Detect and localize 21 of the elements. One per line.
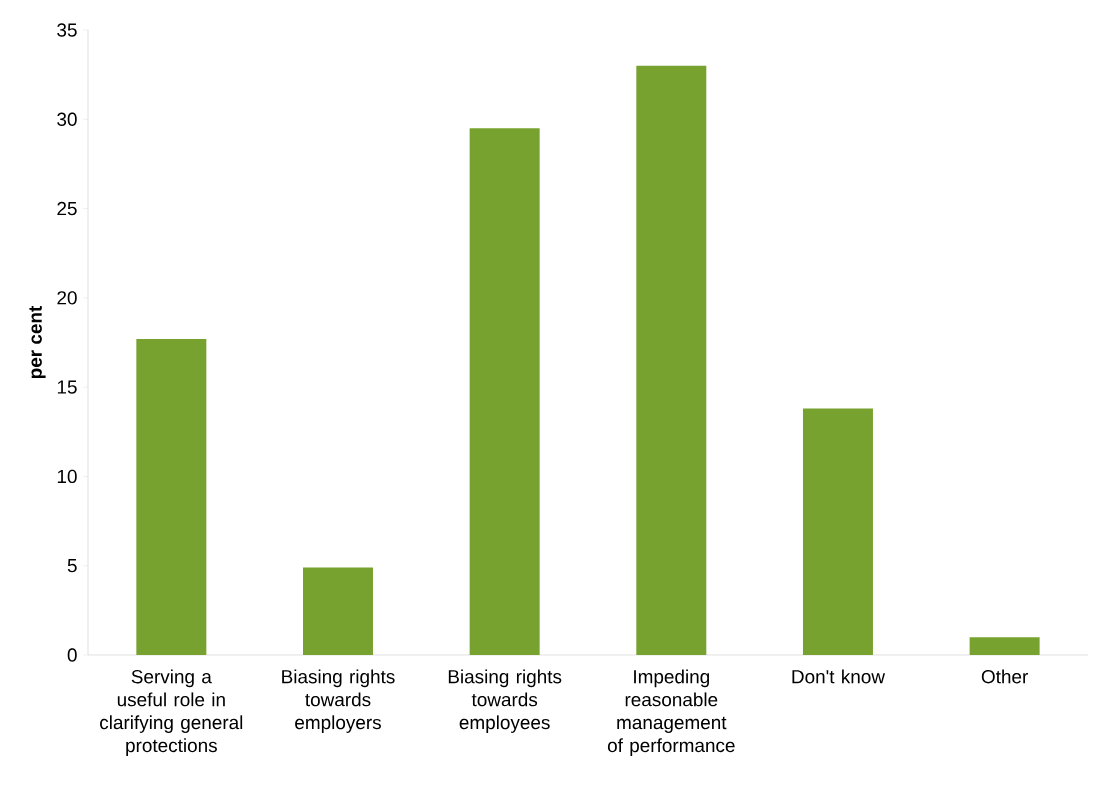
y-tick-label: 20: [57, 291, 77, 305]
y-tick-label: 5: [67, 559, 77, 573]
y-tick-label: 0: [67, 648, 77, 662]
x-tick-label: Serving a useful role in clarifying general protections: [100, 669, 243, 756]
x-tick-label: Don't know: [792, 669, 886, 684]
x-tick-label: Biasing rights towards employers: [282, 669, 395, 733]
y-tick-label: 15: [57, 380, 77, 394]
x-tick-label: Biasing rights towards employees: [448, 669, 562, 733]
bar: [636, 65, 707, 655]
x-tick-label: Other: [981, 669, 1028, 684]
bar: [303, 567, 373, 655]
y-tick-label: 25: [57, 201, 77, 216]
y-tick-label: 30: [57, 112, 77, 126]
x-tick-label: Impeding reasonable management of performance: [607, 669, 735, 756]
bar: [469, 128, 540, 655]
y-axis-title: per cent: [29, 305, 46, 379]
y-tick-label: 35: [57, 23, 77, 37]
bar: [136, 338, 207, 655]
y-tick-label: 10: [57, 469, 77, 484]
bar: [969, 637, 1040, 655]
bar: [802, 408, 873, 655]
